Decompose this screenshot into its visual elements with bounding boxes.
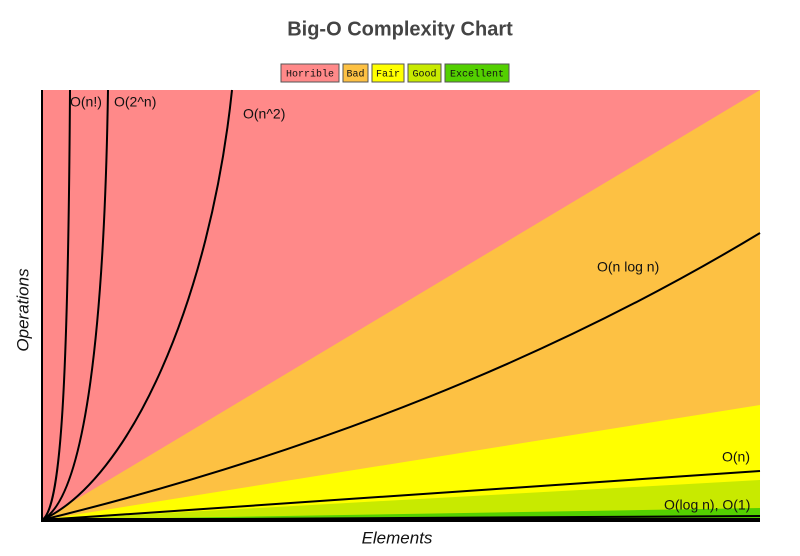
legend-swatch (280, 63, 340, 83)
curve-label: O(log n), O(1) (664, 497, 750, 513)
curve (41, 232, 761, 521)
curve (41, 89, 71, 521)
legend-swatch (407, 63, 442, 83)
legend-label: Fair (376, 69, 400, 81)
curve-label: O(n log n) (597, 259, 659, 275)
y-axis-label: Operations (13, 268, 32, 352)
curve (41, 89, 109, 521)
legend: Horrible Bad Fair Good Excellent (280, 63, 510, 83)
curve-label: O(2^n) (114, 94, 156, 110)
legend-label: Horrible (286, 69, 334, 81)
curve-label: O(n) (722, 449, 750, 465)
regions (42, 90, 760, 520)
chart-title: Big-O Complexity Chart (287, 18, 513, 40)
curve (41, 470, 761, 521)
legend-label: Excellent (450, 69, 504, 81)
curve-label: O(n^2) (243, 106, 285, 122)
curve-label: O(n!) (70, 94, 102, 110)
region (42, 90, 760, 520)
legend-label: Good (412, 69, 436, 81)
legend-swatch (444, 63, 510, 83)
curves: O(n!) O(2^n) O(n^2) O(n log n) O(n) O(log n),… (41, 89, 761, 521)
region (42, 480, 760, 520)
legend-swatch (342, 63, 369, 83)
curve (41, 89, 233, 521)
x-axis-label: Elements (362, 528, 433, 547)
legend-swatch (371, 63, 405, 83)
legend-label: Bad (346, 69, 364, 81)
